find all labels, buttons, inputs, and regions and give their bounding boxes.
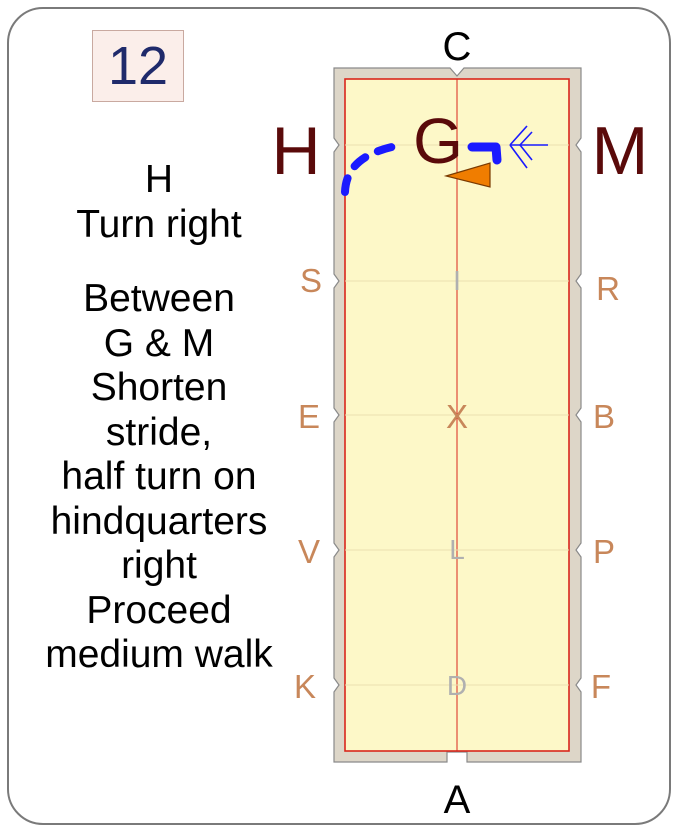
movement-number: 12 [92, 30, 184, 102]
letter-p: P [593, 533, 615, 570]
instruction-marker: H [144, 158, 174, 201]
letter-h: H [271, 113, 320, 189]
ride-path [341, 143, 396, 196]
instruction-line: G & M [103, 321, 215, 365]
letter-d: D [447, 670, 467, 701]
half-turn-path [467, 142, 502, 165]
instructions-panel: H Turn right Between G & M Shorten strid… [14, 158, 304, 678]
instruction-line: right [121, 544, 197, 587]
instruction-line: medium walk [45, 633, 273, 676]
instruction-line: hindquarters [50, 499, 268, 543]
letter-f: F [591, 668, 611, 705]
instruction-line: Shorten [90, 366, 228, 409]
walk-arrow-icon [509, 125, 548, 169]
letter-v: V [298, 533, 320, 570]
instruction-line: Proceed [86, 588, 232, 632]
instruction-line: Between [83, 277, 235, 320]
letter-s: S [300, 262, 322, 299]
letter-a: A [444, 778, 471, 822]
rider-marker-icon [443, 162, 491, 188]
letter-c: C [443, 25, 472, 69]
letter-g: G [413, 105, 463, 177]
letter-r: R [596, 270, 620, 307]
letter-l: L [449, 534, 465, 565]
letter-b: B [593, 398, 615, 435]
letter-i: I [453, 265, 461, 296]
letter-e: E [298, 398, 320, 435]
letter-x: X [446, 398, 468, 435]
letter-k: K [294, 668, 316, 705]
instruction-line: stride, [105, 410, 213, 454]
instruction-line: half turn on [61, 455, 257, 498]
instruction-turn: Turn right [76, 202, 242, 246]
letter-m: M [592, 113, 649, 189]
